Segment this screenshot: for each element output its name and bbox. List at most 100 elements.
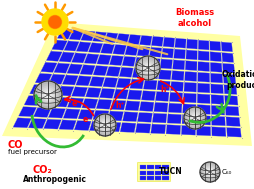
Polygon shape (182, 104, 195, 114)
Text: fuel precursor: fuel precursor (8, 149, 57, 155)
Polygon shape (184, 61, 196, 70)
Polygon shape (110, 100, 125, 110)
Polygon shape (120, 123, 135, 132)
Circle shape (135, 56, 159, 80)
Text: Oxidation
product: Oxidation product (221, 70, 254, 90)
Circle shape (96, 117, 113, 133)
Polygon shape (71, 87, 87, 97)
Polygon shape (139, 102, 153, 111)
Polygon shape (210, 84, 223, 94)
Polygon shape (64, 41, 79, 51)
Bar (147, 176, 153, 180)
Polygon shape (76, 42, 91, 52)
Polygon shape (112, 45, 126, 55)
Circle shape (49, 16, 61, 28)
Polygon shape (210, 63, 221, 72)
Bar (162, 165, 168, 169)
Polygon shape (49, 74, 65, 84)
Polygon shape (96, 99, 112, 109)
Text: h⁺: h⁺ (115, 101, 124, 109)
Circle shape (39, 86, 57, 104)
Circle shape (43, 90, 53, 100)
Polygon shape (171, 71, 183, 81)
Text: TUCN: TUCN (158, 167, 182, 177)
Polygon shape (210, 73, 222, 83)
Polygon shape (224, 95, 237, 105)
Polygon shape (158, 70, 171, 80)
Polygon shape (162, 37, 174, 47)
Polygon shape (211, 116, 225, 126)
Polygon shape (151, 36, 163, 46)
Polygon shape (67, 64, 82, 74)
Circle shape (102, 122, 107, 128)
Polygon shape (132, 68, 146, 78)
Circle shape (207, 170, 212, 174)
Polygon shape (196, 105, 210, 114)
Circle shape (202, 164, 217, 180)
Polygon shape (196, 126, 210, 136)
Polygon shape (78, 110, 94, 119)
Polygon shape (13, 118, 31, 128)
Polygon shape (33, 107, 51, 117)
Bar (162, 170, 168, 174)
Polygon shape (100, 44, 114, 54)
Polygon shape (46, 51, 62, 61)
Text: C₆₀: C₆₀ (221, 169, 231, 175)
Polygon shape (53, 97, 70, 107)
Text: CO₂: CO₂ (32, 165, 52, 175)
Polygon shape (63, 109, 80, 119)
Polygon shape (185, 50, 197, 60)
Polygon shape (181, 115, 195, 124)
Polygon shape (156, 81, 170, 91)
Text: h⁺: h⁺ (160, 85, 169, 94)
Circle shape (186, 110, 202, 126)
Circle shape (204, 167, 214, 177)
Polygon shape (172, 60, 184, 70)
Bar (139, 170, 146, 174)
Circle shape (47, 14, 63, 30)
Polygon shape (62, 75, 78, 85)
Circle shape (43, 11, 66, 33)
Polygon shape (109, 56, 123, 66)
Circle shape (99, 119, 110, 130)
Polygon shape (35, 73, 52, 83)
Polygon shape (89, 77, 104, 87)
Polygon shape (139, 36, 151, 45)
Polygon shape (122, 56, 135, 66)
Polygon shape (129, 79, 144, 89)
Polygon shape (220, 42, 232, 52)
Polygon shape (198, 40, 208, 50)
Polygon shape (116, 34, 129, 44)
Polygon shape (197, 83, 209, 93)
Polygon shape (52, 40, 67, 50)
Polygon shape (225, 117, 239, 126)
Polygon shape (183, 82, 196, 92)
Polygon shape (186, 39, 197, 49)
Polygon shape (211, 127, 225, 136)
Circle shape (199, 162, 219, 182)
Polygon shape (89, 121, 106, 131)
Circle shape (143, 64, 152, 73)
Polygon shape (161, 48, 173, 58)
Polygon shape (223, 85, 236, 94)
Circle shape (208, 171, 210, 173)
Polygon shape (183, 93, 196, 103)
Polygon shape (134, 57, 147, 67)
Polygon shape (124, 45, 138, 55)
Circle shape (187, 111, 201, 125)
Circle shape (192, 115, 197, 121)
Polygon shape (85, 88, 101, 98)
Polygon shape (116, 78, 130, 88)
Polygon shape (155, 91, 168, 101)
Polygon shape (169, 92, 182, 102)
Polygon shape (226, 128, 240, 137)
Polygon shape (174, 38, 185, 48)
Polygon shape (57, 29, 72, 39)
Polygon shape (209, 52, 220, 62)
Polygon shape (104, 33, 118, 43)
Polygon shape (69, 30, 84, 40)
Circle shape (190, 114, 198, 122)
Polygon shape (41, 62, 57, 72)
Bar (162, 176, 168, 180)
Circle shape (203, 166, 215, 178)
